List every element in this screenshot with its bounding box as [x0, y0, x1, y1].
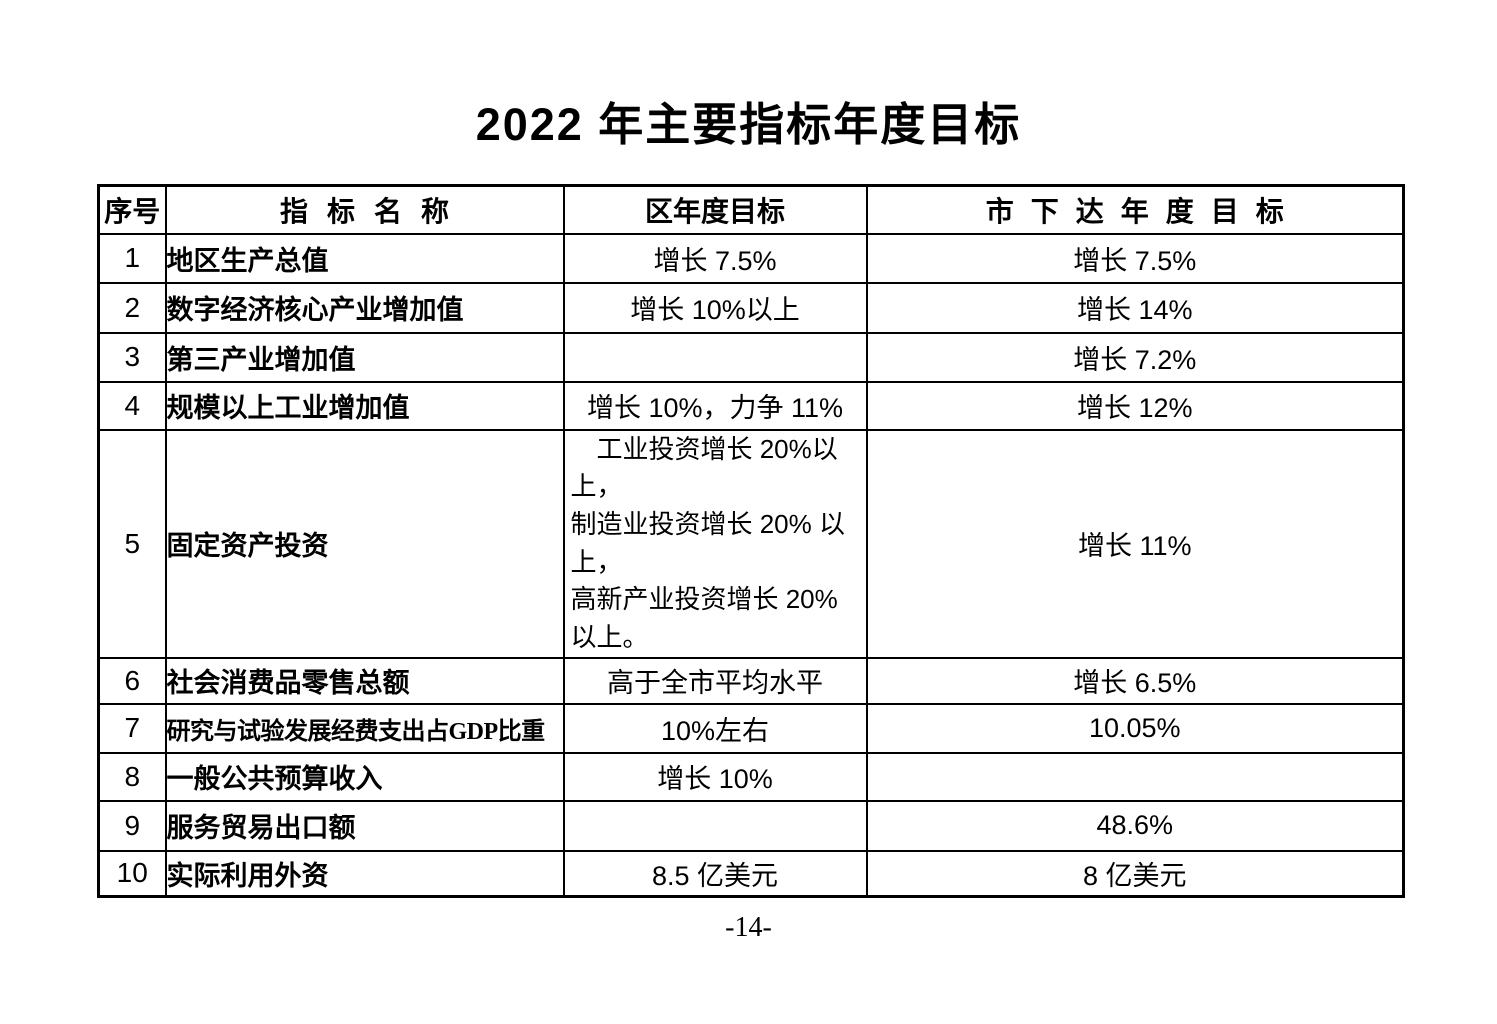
city-target-cell: 增长 14%	[865, 281, 1405, 334]
header-no: 序号	[97, 184, 167, 235]
row-number-cell: 8	[97, 751, 167, 802]
header-indicator-name: 指 标 名 称	[164, 184, 565, 235]
row-number-cell: 4	[97, 380, 167, 431]
indicator-name-cell: 一般公共预算收入	[164, 751, 565, 802]
city-target-cell: 增长 11%	[865, 428, 1405, 659]
city-target-cell: 增长 12%	[865, 380, 1405, 431]
table-row: 2 数字经济核心产业增加值 增长 10%以上 增长 14%	[97, 281, 1405, 334]
table-row: 9 服务贸易出口额 48.6%	[97, 799, 1405, 852]
table-row: 5 固定资产投资 工业投资增长 20%以上， 制造业投资增长 20% 以上， 高…	[97, 428, 1405, 659]
city-target-cell: 增长 7.5%	[865, 232, 1405, 284]
city-target-cell: 增长 7.2%	[865, 331, 1405, 383]
header-district-target: 区年度目标	[562, 184, 868, 235]
row-number-cell: 10	[97, 849, 167, 898]
row-number-cell: 9	[97, 799, 167, 852]
indicator-name-cell: 社会消费品零售总额	[164, 656, 565, 705]
table-header-row: 序号 指 标 名 称 区年度目标 市 下 达 年 度 目 标	[97, 184, 1405, 235]
district-target-cell	[562, 331, 868, 383]
page-number: -14-	[725, 912, 772, 943]
table-row: 4 规模以上工业增加值 增长 10%，力争 11% 增长 12%	[97, 380, 1405, 431]
district-target-cell: 8.5 亿美元	[562, 849, 868, 898]
indicator-name-cell: 服务贸易出口额	[164, 799, 565, 852]
district-target-cell: 10%左右	[562, 702, 868, 754]
district-target-cell: 高于全市平均水平	[562, 656, 868, 705]
table-row: 6 社会消费品零售总额 高于全市平均水平 增长 6.5%	[97, 656, 1405, 705]
city-target-cell: 8 亿美元	[865, 849, 1405, 898]
header-city-target: 市 下 达 年 度 目 标	[865, 184, 1405, 235]
city-target-cell: 增长 6.5%	[865, 656, 1405, 705]
indicator-name-cell: 数字经济核心产业增加值	[164, 281, 565, 334]
table-row: 1 地区生产总值 增长 7.5% 增长 7.5%	[97, 232, 1405, 284]
indicator-name-cell: 第三产业增加值	[164, 331, 565, 383]
indicator-name-cell: 固定资产投资	[164, 428, 565, 659]
table-row: 10 实际利用外资 8.5 亿美元 8 亿美元	[97, 849, 1405, 898]
district-target-cell: 增长 10%	[562, 751, 868, 802]
city-target-cell: 10.05%	[865, 702, 1405, 754]
indicator-name-cell: 实际利用外资	[164, 849, 565, 898]
row-number-cell: 2	[97, 281, 167, 334]
targets-table: 序号 指 标 名 称 区年度目标 市 下 达 年 度 目 标 1 地区生产总值 …	[97, 184, 1405, 899]
city-target-cell: 48.6%	[865, 799, 1405, 852]
district-target-cell: 工业投资增长 20%以上， 制造业投资增长 20% 以上， 高新产业投资增长 2…	[562, 428, 868, 659]
city-target-cell	[865, 751, 1405, 802]
row-number-cell: 5	[97, 428, 167, 659]
indicator-name-cell: 地区生产总值	[164, 232, 565, 284]
district-target-cell	[562, 799, 868, 852]
page-title: 2022 年主要指标年度目标	[475, 99, 1022, 150]
table-row: 7 研究与试验发展经费支出占GDP比重 10%左右 10.05%	[97, 702, 1405, 754]
table-row: 8 一般公共预算收入 增长 10%	[97, 751, 1405, 802]
row-number-cell: 7	[97, 702, 167, 754]
indicator-name-cell: 研究与试验发展经费支出占GDP比重	[164, 702, 565, 754]
indicator-name-cell: 规模以上工业增加值	[164, 380, 565, 431]
table-row: 3 第三产业增加值 增长 7.2%	[97, 331, 1405, 383]
district-target-cell: 增长 10%以上	[562, 281, 868, 334]
district-target-cell: 增长 7.5%	[562, 232, 868, 284]
row-number-cell: 3	[97, 331, 167, 383]
row-number-cell: 1	[97, 232, 167, 284]
row-number-cell: 6	[97, 656, 167, 705]
district-target-cell: 增长 10%，力争 11%	[562, 380, 868, 431]
